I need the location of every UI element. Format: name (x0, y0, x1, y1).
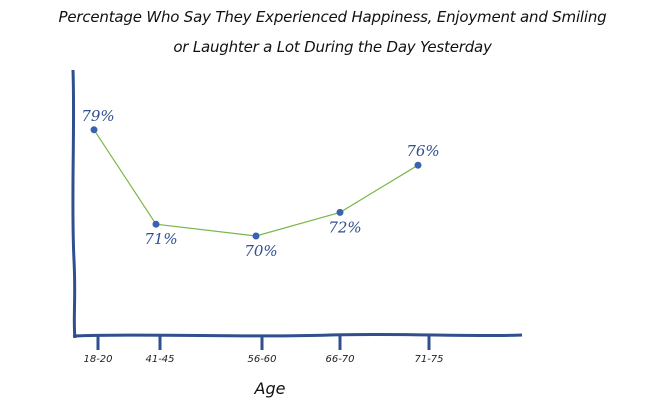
data-label: 72% (328, 218, 361, 236)
data-point (90, 126, 98, 134)
data-point (414, 161, 422, 169)
data-point (152, 220, 160, 228)
data-label: 79% (81, 107, 114, 125)
x-tick-label: 18-20 (83, 354, 112, 365)
x-tick-label: 66-70 (325, 354, 354, 365)
data-point (336, 208, 344, 216)
x-tick-label: 56-60 (247, 354, 276, 365)
chart-title-line-2: or Laughter a Lot During the Day Yesterd… (173, 38, 492, 56)
y-axis (71, 69, 77, 339)
x-axis (72, 332, 523, 338)
series-line (93, 129, 419, 237)
x-tick-label: 41-45 (145, 354, 174, 365)
data-label: 71% (144, 230, 177, 248)
x-axis-label: Age (254, 379, 286, 398)
x-tick-label: 71-75 (414, 354, 443, 365)
data-point (252, 232, 260, 240)
data-label: 70% (244, 242, 277, 260)
data-label: 76% (406, 142, 439, 160)
chart-title-line-1: Percentage Who Say They Experienced Happ… (58, 8, 607, 26)
